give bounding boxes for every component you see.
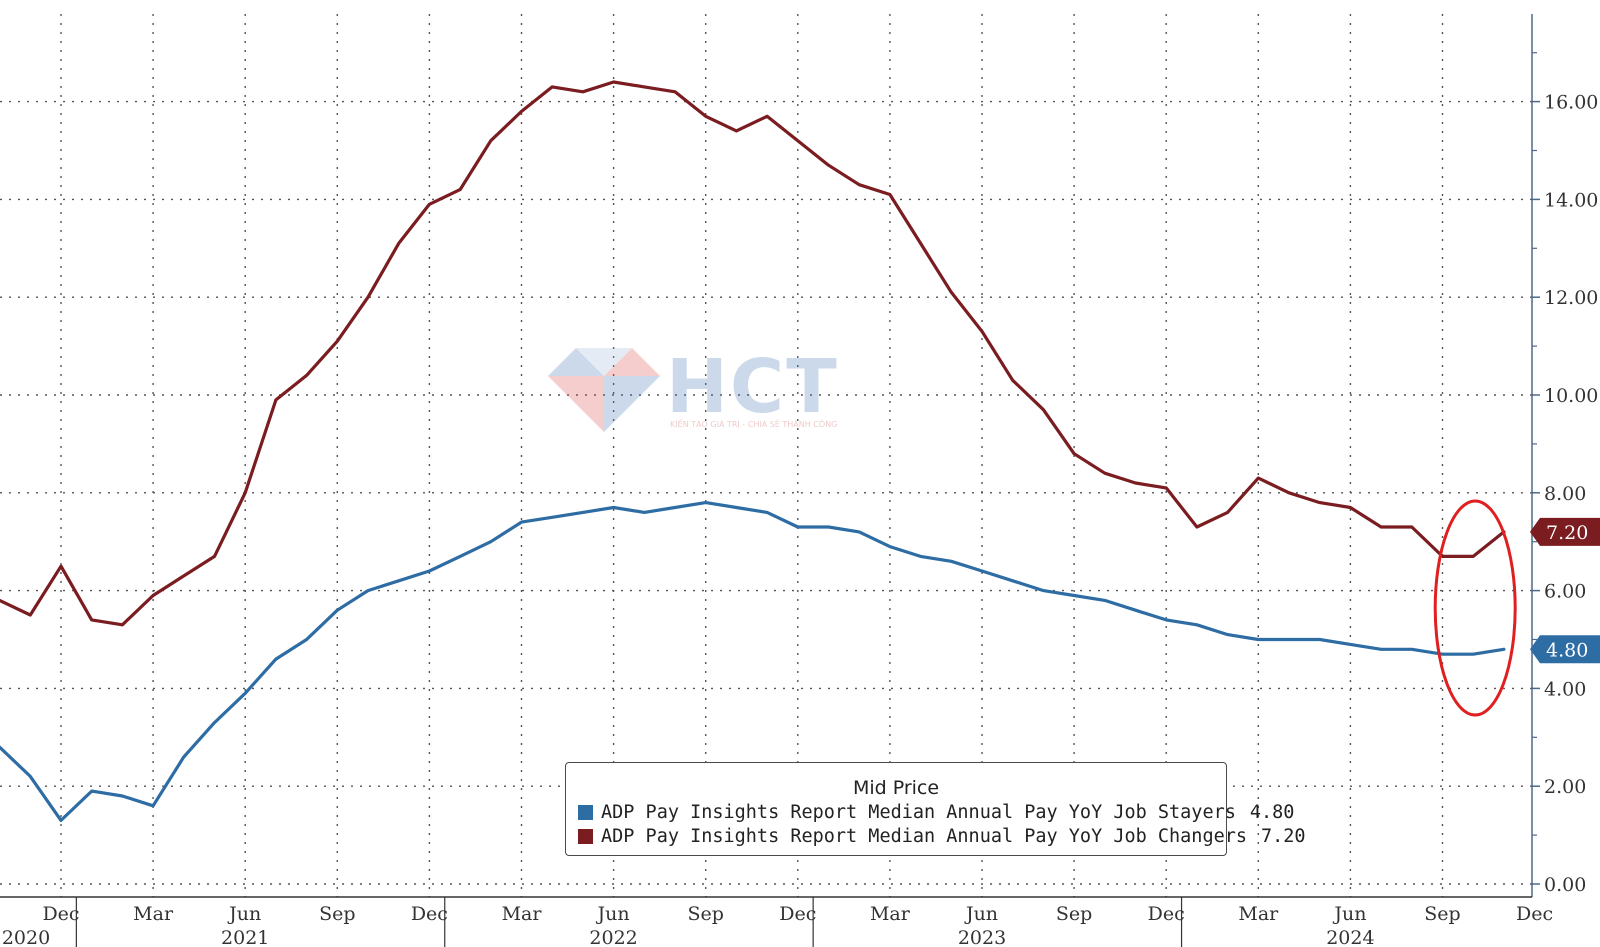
x-tick-label: Dec [1516,903,1553,925]
y-axis: 0.00 2.00 4.00 6.00 8.00 10.00 12.00 14.00 16.00 [1531,14,1598,897]
x-year-label: 2021 [221,927,269,947]
x-tick-label: Sep [1056,903,1092,925]
watermark-logo: HCT KIẾN TẠO GIÁ TRỊ - CHIA SẺ THÀNH CÔN… [548,344,848,438]
y-tick-label: 0.00 [1544,874,1586,896]
legend-swatch-job-changers [578,828,593,844]
x-year-label: 2023 [958,927,1006,947]
x-axis: Dec Mar Jun Sep Dec Mar Jun Sep Dec Mar Jun Sep Dec M… [0,896,1553,947]
last-value-tag-job-stayers [1530,635,1600,664]
x-tick-label: Dec [411,903,448,925]
x-tick-label: Mar [1238,903,1279,925]
series-layer: 4.80 7.20 [0,80,1600,823]
last-value-tag-job-changers-text: 7.20 [1546,522,1588,544]
x-tick-label: Jun [1332,903,1366,925]
watermark-tagline: KIẾN TẠO GIÁ TRỊ - CHIA SẺ THÀNH CÔNG [670,420,838,429]
annotation-layer [1433,499,1517,717]
x-tick-label: Dec [779,903,816,925]
legend-title: Mid Price [852,777,940,799]
y-tick-label: 2.00 [1544,776,1586,798]
y-tick-label: 16.00 [1544,92,1598,114]
legend-value-job-changers: 7.20 [1261,825,1306,847]
grid [0,14,1532,897]
chart-legend: Mid Price ADP Pay Insights Report Median… [565,762,1306,856]
x-tick-label: Sep [687,903,723,925]
x-tick-label: Jun [227,903,261,925]
x-tick-label: Dec [42,903,79,925]
x-tick-label: Mar [870,903,911,925]
legend-swatch-job-stayers [578,804,593,820]
last-value-tag-job-stayers-text: 4.80 [1546,639,1588,661]
x-tick-label: Jun [964,903,998,925]
x-tick-label: Sep [319,903,355,925]
series-line-job-changers [0,80,1506,627]
x-tick-label: Mar [133,903,174,925]
x-tick-label: Mar [502,903,543,925]
legend-label-job-stayers: ADP Pay Insights Report Median Annual Pa… [601,801,1236,823]
y-tick-label: 12.00 [1544,287,1598,309]
watermark-diamond-icon [548,348,660,432]
y-tick-label: 4.00 [1544,678,1586,700]
y-tick-label: 6.00 [1544,581,1586,603]
x-year-label: 2020 [2,927,50,947]
legend-label-job-changers: ADP Pay Insights Report Median Annual Pa… [601,825,1248,847]
legend-item-job-changers: ADP Pay Insights Report Median Annual Pa… [578,824,1306,848]
y-tick-label: 10.00 [1544,385,1598,407]
legend-item-job-stayers: ADP Pay Insights Report Median Annual Pa… [578,800,1294,824]
x-tick-label: Dec [1148,903,1185,925]
x-tick-label: Sep [1424,903,1460,925]
last-value-tag-job-changers [1530,517,1600,546]
x-year-label: 2022 [589,927,637,947]
x-year-label: 2024 [1326,927,1374,947]
y-tick-label: 14.00 [1544,189,1598,211]
series-line-job-stayers [0,501,1506,823]
watermark-brand: HCT [666,344,839,430]
x-tick-label: Jun [596,903,630,925]
legend-value-job-stayers: 4.80 [1249,801,1295,823]
y-tick-label: 8.00 [1544,483,1586,505]
highlight-ellipse [1433,499,1517,717]
